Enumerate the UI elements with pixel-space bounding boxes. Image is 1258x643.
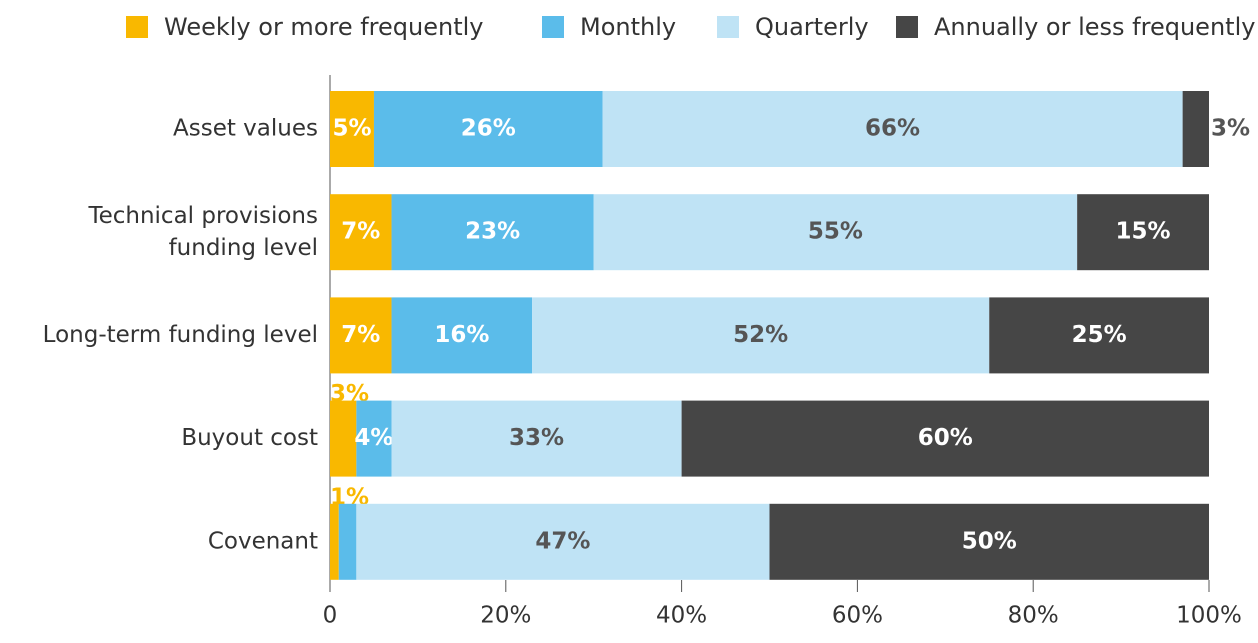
category-label: Long-term funding level — [43, 322, 318, 348]
bar-segment — [1077, 194, 1209, 271]
value-label: 52% — [733, 322, 788, 348]
x-tick-label: 40% — [656, 603, 707, 629]
bar-segment — [330, 503, 339, 580]
bar-segment — [338, 503, 357, 580]
value-label: 15% — [1116, 219, 1171, 245]
value-label: 5% — [332, 116, 371, 142]
value-label: 25% — [1072, 322, 1127, 348]
value-label: 16% — [434, 322, 489, 348]
value-label: 55% — [808, 219, 863, 245]
x-tick-label: 0 — [323, 603, 338, 629]
bar-segment — [532, 297, 990, 374]
category-label: Buyout cost — [181, 425, 318, 451]
legend-label: Quarterly — [755, 13, 869, 41]
bar-segment — [391, 297, 533, 374]
value-label: 33% — [509, 425, 564, 451]
value-label: 60% — [918, 425, 973, 451]
bar-segment — [989, 297, 1209, 374]
x-tick-label: 80% — [1008, 603, 1059, 629]
legend-label: Monthly — [580, 13, 676, 41]
value-label: 7% — [341, 322, 380, 348]
value-label: 7% — [341, 219, 380, 245]
value-label: 47% — [535, 528, 590, 554]
x-tick-label: 20% — [480, 603, 531, 629]
bar-segment — [330, 400, 357, 477]
value-label: 3% — [1211, 116, 1250, 142]
value-label: 50% — [962, 528, 1017, 554]
bar-segment — [330, 91, 374, 167]
bar-segment — [356, 400, 392, 477]
legend-swatch — [126, 16, 148, 38]
bar-segment — [1182, 91, 1209, 167]
legend-label: Weekly or more frequently — [164, 13, 484, 41]
bar-segment — [391, 194, 594, 271]
bar-segment — [593, 194, 1078, 271]
bar-segment — [681, 400, 1209, 477]
bar-segment — [602, 91, 1183, 167]
category-label: Asset values — [173, 116, 318, 142]
bar-segment — [330, 194, 392, 271]
bar-segment — [769, 503, 1209, 580]
bar-segment — [356, 503, 770, 580]
value-label: 66% — [865, 116, 920, 142]
bar-segment — [330, 297, 392, 374]
value-label: 23% — [465, 219, 520, 245]
bar-segment — [391, 400, 682, 477]
legend-label: Annually or less frequently — [934, 13, 1255, 41]
legend-swatch — [542, 16, 564, 38]
legend-swatch — [896, 16, 918, 38]
x-tick-label: 100% — [1176, 603, 1242, 629]
value-label: 26% — [461, 116, 516, 142]
category-label: Technical provisions funding level — [87, 203, 318, 261]
x-tick-label: 60% — [832, 603, 883, 629]
category-label: Covenant — [208, 528, 318, 554]
value-label: 4% — [354, 425, 393, 451]
bar-segment — [373, 91, 603, 167]
legend-swatch — [717, 16, 739, 38]
